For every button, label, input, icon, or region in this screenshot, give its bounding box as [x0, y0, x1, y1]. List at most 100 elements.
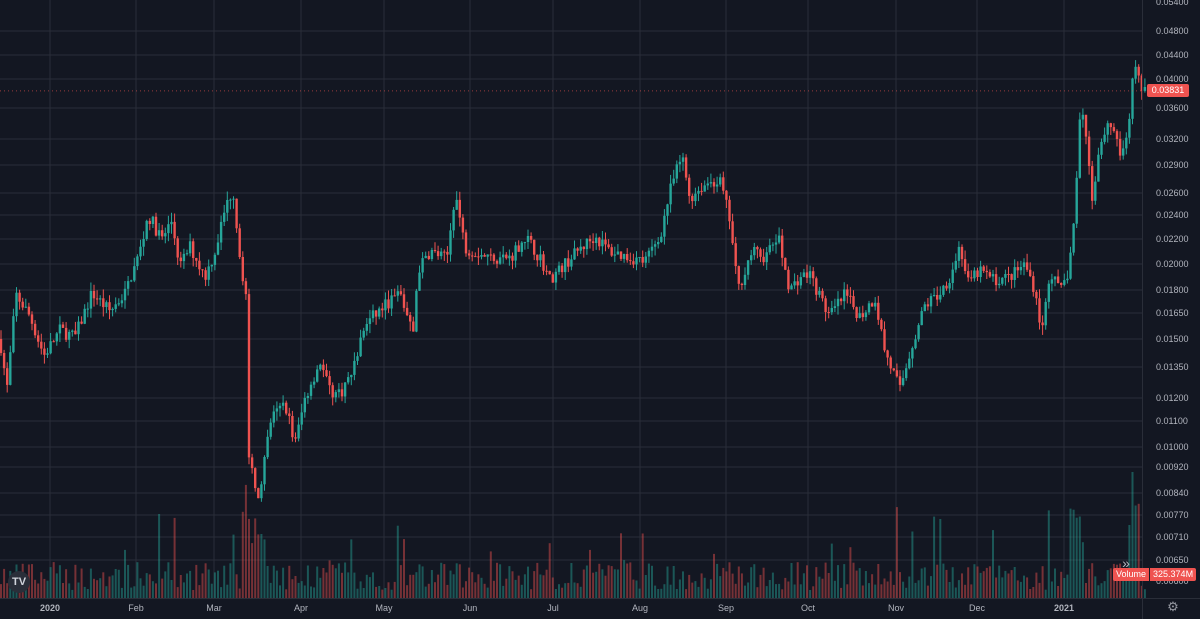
candle-body — [458, 199, 461, 218]
candle-body — [1047, 283, 1050, 302]
candle-body — [117, 303, 120, 305]
candle-body — [591, 241, 595, 243]
volume-bar — [589, 549, 591, 598]
tradingview-logo-icon[interactable]: TV — [8, 571, 30, 593]
candle-body — [1066, 278, 1069, 281]
candle-body — [52, 341, 55, 343]
volume-bar — [635, 580, 638, 598]
candle-body — [892, 368, 895, 371]
volume-bar — [232, 534, 235, 598]
volume-bar — [942, 563, 945, 598]
candle-body — [356, 356, 359, 361]
candle-body — [440, 251, 443, 257]
volume-bar — [564, 583, 567, 598]
candle-body — [297, 424, 300, 439]
candle-body — [771, 244, 775, 246]
volume-bar — [883, 578, 886, 598]
candle-body — [402, 294, 406, 308]
volume-bar — [350, 539, 353, 598]
last-price-badge: 0.03831 — [1147, 84, 1189, 97]
volume-bar — [446, 584, 449, 598]
gear-icon[interactable]: ⚙ — [1167, 599, 1179, 614]
candle-body — [526, 236, 530, 242]
volume-bar — [381, 589, 384, 598]
volume-bar — [1128, 525, 1131, 598]
candle-body — [412, 321, 415, 332]
time-tick-label: Jul — [547, 603, 559, 613]
candle-body — [836, 298, 840, 307]
candle-body — [994, 274, 998, 286]
candle-body — [802, 272, 806, 277]
candle-body — [30, 314, 34, 324]
double-chevron-right-icon[interactable]: » — [1122, 555, 1130, 571]
volume-bar — [548, 543, 551, 598]
candle-body — [746, 260, 750, 275]
candle-body — [257, 488, 260, 499]
volume-bar — [539, 574, 542, 598]
candle-body — [424, 255, 427, 259]
candle-body — [272, 411, 275, 423]
volume-bar — [344, 562, 347, 598]
volume-bar — [74, 564, 77, 598]
candle-body — [0, 339, 3, 353]
volume-bar — [189, 570, 192, 598]
candle-body — [244, 281, 248, 295]
volume-bar — [430, 570, 433, 598]
volume-bar — [210, 583, 213, 598]
candle-body — [142, 239, 145, 247]
candle-body — [675, 164, 678, 179]
candle-body — [269, 422, 272, 437]
volume-bars — [0, 472, 1146, 598]
volume-bar — [105, 586, 108, 598]
candle-body — [604, 239, 607, 245]
candle-body — [970, 277, 973, 279]
volume-badge: Volume 325.374M — [1113, 568, 1197, 581]
volume-bar — [607, 565, 610, 598]
candle-body — [867, 303, 871, 313]
candle-body — [1022, 262, 1026, 267]
candle-body — [148, 220, 151, 224]
volume-bar — [533, 571, 536, 598]
candle-body — [706, 183, 709, 186]
volume-bar — [908, 576, 911, 598]
volume-bar — [269, 582, 272, 598]
candle-body — [300, 412, 303, 425]
volume-bar — [182, 582, 185, 598]
candle-body — [176, 238, 179, 258]
candle-body — [378, 308, 381, 317]
candle-body — [877, 302, 880, 320]
candle-body — [198, 260, 201, 270]
volume-bar — [220, 587, 223, 598]
candle-body — [750, 255, 753, 261]
volume-bar — [148, 574, 151, 598]
volume-bar — [616, 569, 619, 598]
time-tick-label: 2020 — [40, 603, 60, 613]
volume-bar — [89, 568, 92, 598]
volume-bar — [998, 565, 1001, 598]
volume-bar — [170, 580, 173, 598]
volume-bar — [892, 584, 895, 598]
candle-body — [223, 212, 226, 222]
volume-bar — [957, 580, 960, 598]
volume-bar — [341, 572, 343, 598]
candle-body — [765, 252, 768, 263]
candle-body — [216, 242, 220, 255]
candle-body — [988, 272, 992, 277]
volume-bar — [632, 579, 635, 598]
candle-body — [12, 316, 15, 353]
candle-body — [157, 230, 161, 236]
candle-body — [610, 247, 613, 256]
candle-body — [27, 306, 31, 315]
volume-bar — [375, 586, 378, 598]
candle-body — [219, 221, 223, 243]
candle-body — [275, 408, 279, 412]
volume-bar — [1013, 567, 1016, 598]
volume-bar — [775, 584, 777, 598]
candle-body — [880, 319, 883, 330]
volume-bar — [285, 589, 288, 598]
volume-bar — [1122, 572, 1125, 598]
candle-body — [492, 254, 496, 261]
volume-bar — [728, 562, 731, 598]
